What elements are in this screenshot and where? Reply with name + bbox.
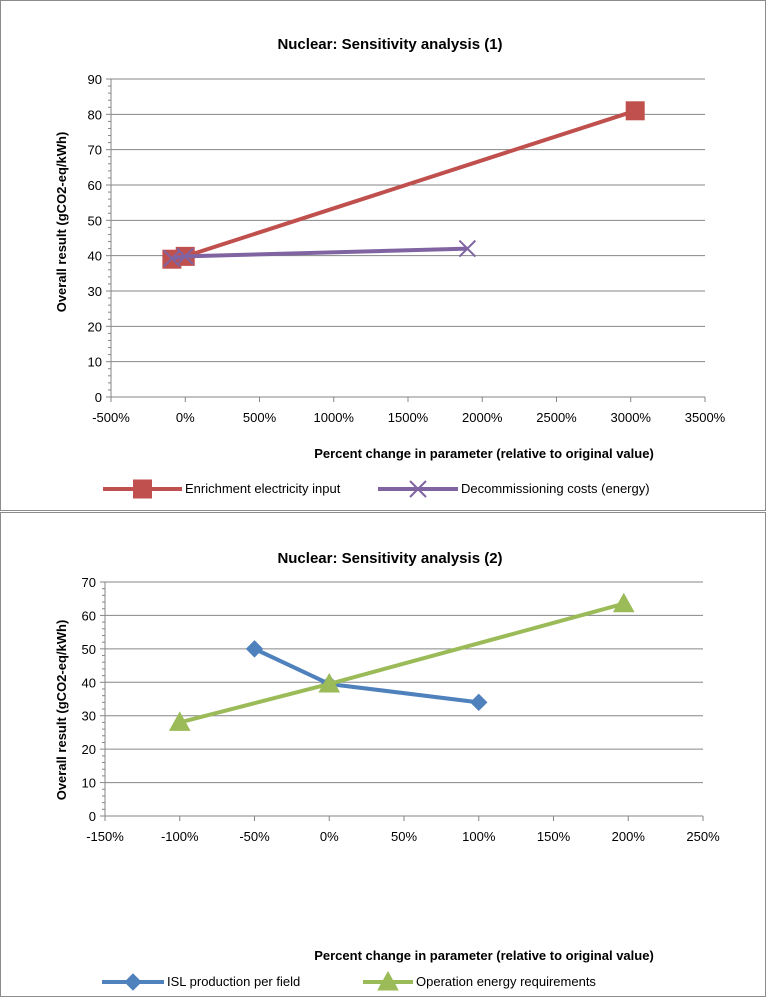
chart-1-y-tick-label: 0 [95,390,102,405]
chart-1-x-tick-label: 500% [243,410,277,425]
chart-1-x-tick-label: 1500% [388,410,429,425]
chart-1-x-tick-label: 3500% [685,410,726,425]
chart-2-y-tick-label: 40 [82,675,96,690]
chart-2-series [168,592,635,731]
chart-1-x-tick-label: 0% [176,410,195,425]
chart-2-y-tick-label: 30 [82,709,96,724]
chart-2-y-tick-label: 70 [82,575,96,590]
chart-1-title: Nuclear: Sensitivity analysis (1) [277,36,502,53]
chart-1-data-point-enrichment-electricity-input [625,101,645,121]
chart-2-legend-item-operation-energy-requirements: Operation energy requirements [363,970,596,991]
chart-1-x-ticks: -500% 0% 500% 1000% 1500% 2000% 2500% 3000% 3500… [92,410,725,425]
chart-1-axes [106,78,706,402]
chart-1-data-point-decommissioning-costs-energy-stroke-b [458,239,477,258]
chart-2-x-tick-label: 0% [320,829,339,844]
chart-1-x-tick-label: -500% [92,410,130,425]
chart-2-data-point-operation-energy-requirements [318,672,341,693]
chart-1-data-point-decommissioning-costs-energy-stroke-b [163,249,181,268]
chart-2-data-point-operation-energy-requirements [612,592,635,613]
chart-1-y-ticks: 0 10 20 30 40 50 60 70 80 90 [88,72,102,405]
chart-1-series-decommissioning-costs-energy [163,239,477,268]
chart-1-y-tick-label: 10 [88,355,102,370]
chart-1-y-tick-label: 40 [88,249,102,264]
chart-1-legend-item-enrichment-electricity-input: Enrichment electricity input [103,479,341,499]
chart-1-y-tick-label: 80 [88,107,102,122]
chart-1-data-point-decommissioning-costs-energy [458,239,477,258]
chart-1-data-point-decommissioning-costs-energy [176,247,194,266]
chart-1-y-axis-title: Overall result (gCO2-eq/kWh) [54,132,69,313]
chart-1-x-tick-label: 2500% [536,410,577,425]
chart-1-y-tick-label: 50 [88,213,102,228]
chart-1-legend-label: Decommissioning costs (energy) [461,481,650,496]
chart-2-x-tick-label: -100% [161,829,199,844]
chart-1-legend-item-decommissioning-costs-energy: Decommissioning costs (energy) [378,480,650,498]
chart-2-y-axis-title: Overall result (gCO2-eq/kWh) [54,620,69,801]
chart-1-legend-swatch-marker [133,479,152,499]
chart-2-x-axis-title: Percent change in parameter (relative to… [314,948,654,963]
chart-2-legend-label: ISL production per field [167,974,300,989]
chart-2-y-tick-label: 50 [82,642,96,657]
chart-1-y-tick-label: 60 [88,178,102,193]
chart-1-data-point-decommissioning-costs-energy-stroke-b [176,247,194,266]
chart-2-data-point-isl-production-per-field [470,693,488,712]
chart-2-legend-swatch-marker [377,970,399,991]
chart-2-x-tick-label: 50% [391,829,417,844]
chart-1-series [162,101,645,269]
chart-panel-1: Nuclear: Sensitivity analysis (1) 0 10 20 3… [0,0,766,511]
chart-2-x-ticks: -150% -100% -50% 0% 50% 100% 150% 200% 250% [86,829,720,844]
chart-2-x-tick-label: 150% [537,829,571,844]
chart-2-axes [100,581,704,821]
chart-2-title: Nuclear: Sensitivity analysis (2) [277,550,502,567]
chart-2-y-tick-label: 10 [82,776,96,791]
chart-2-series-operation-energy-requirements [168,592,635,731]
chart-1-legend: Enrichment electricity input Decommission… [103,479,650,499]
chart-panel-2: Nuclear: Sensitivity analysis (2) 0 10 20 3… [0,512,766,997]
chart-2-y-ticks: 0 10 20 30 40 50 60 70 [82,575,96,824]
chart-1-legend-swatch-marker-stroke-b [409,480,427,498]
chart-1-x-tick-label: 1000% [314,410,355,425]
chart-2-y-tick-label: 60 [82,608,96,623]
chart-1-legend-swatch-marker [409,480,427,498]
chart-1-x-tick-label: 3000% [611,410,652,425]
chart-1-y-tick-label: 30 [88,284,102,299]
chart-1-x-tick-label: 2000% [462,410,503,425]
chart-2-y-tick-label: 20 [82,742,96,757]
chart-2-data-point-operation-energy-requirements [168,711,191,731]
chart-2-x-tick-label: -50% [239,829,270,844]
chart-1-y-tick-label: 20 [88,319,102,334]
chart-1-legend-label: Enrichment electricity input [185,481,341,496]
chart-1-y-tick-label: 70 [88,143,102,158]
chart-2-legend-swatch-marker [124,973,142,991]
chart-1-x-axis-title: Percent change in parameter (relative to… [314,446,654,461]
chart-2-x-tick-label: 250% [686,829,720,844]
chart-2-data-point-isl-production-per-field [245,640,264,658]
chart-2-legend-item-isl-production-per-field: ISL production per field [102,973,300,991]
chart-2-legend: ISL production per field Operation energy… [102,970,596,991]
chart-1-y-tick-label: 90 [88,72,102,87]
chart-2-x-tick-label: 200% [612,829,646,844]
chart-2-x-tick-label: 100% [462,829,496,844]
chart-2-legend-label: Operation energy requirements [416,974,596,989]
chart-2-y-tick-label: 0 [89,809,96,824]
chart-2-frame [0,512,766,997]
chart-2-x-tick-label: -150% [86,829,124,844]
